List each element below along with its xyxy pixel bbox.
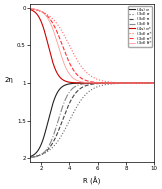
X-axis label: R (Å): R (Å) — [83, 177, 101, 185]
Y-axis label: 2η: 2η — [4, 77, 13, 83]
Legend: (4s) σ, (3d) σ, (3d) π, (3d) δ, (4s) σ*, (3d) σ*, (3d) π*, (3d) δ*: (4s) σ, (3d) σ, (3d) π, (3d) δ, (4s) σ*,… — [128, 6, 152, 46]
